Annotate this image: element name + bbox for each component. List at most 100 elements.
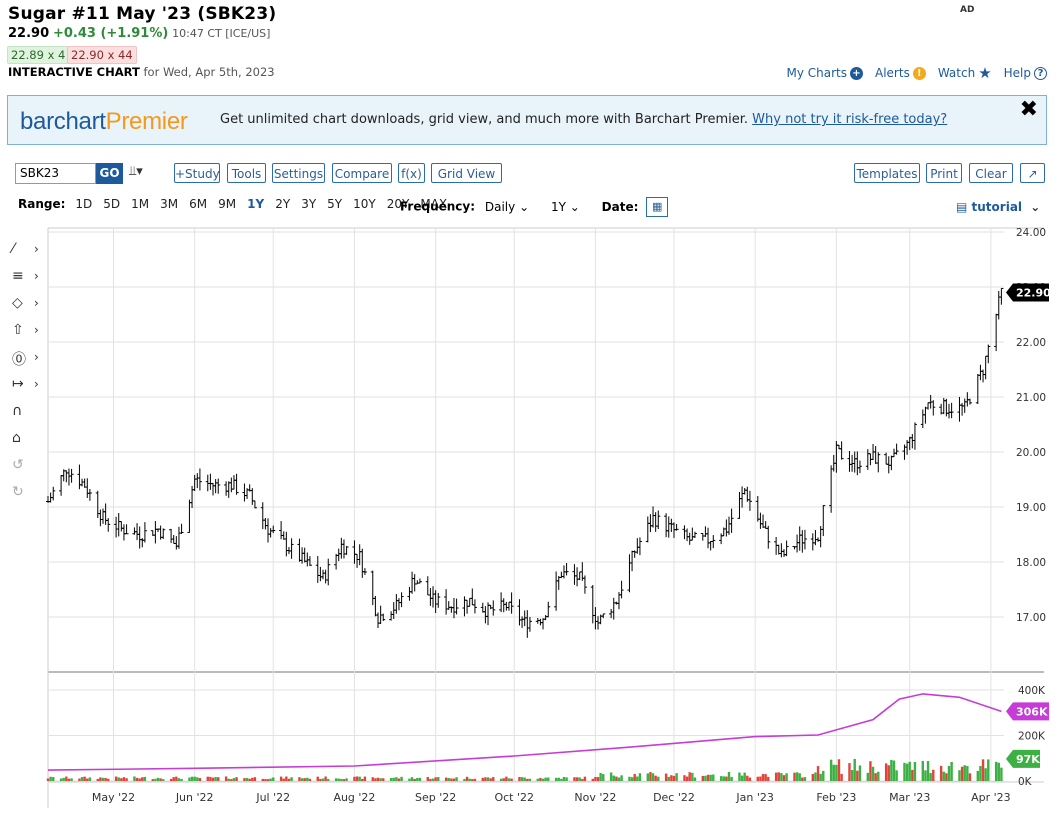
volume-bar — [874, 773, 877, 781]
annotation-tool[interactable]: ⓪ › — [10, 348, 44, 370]
volume-bar — [282, 778, 285, 781]
trendline-tool[interactable]: ⁄ › — [10, 240, 44, 262]
redo-button[interactable]: ↻ — [10, 483, 44, 505]
watch-link[interactable]: Watch ★ — [938, 64, 992, 82]
banner-link[interactable]: Why not try it risk-free today? — [752, 112, 948, 127]
volume-label: 97K — [1016, 753, 1040, 766]
chart-heading: INTERACTIVE CHART for Wed, Apr 5th, 2023 — [8, 65, 275, 79]
volume-bar — [413, 778, 416, 781]
bar-type-icon[interactable]: ⫫▾ — [129, 164, 143, 179]
chevron-down-icon: ⌄ — [1030, 200, 1041, 214]
frequency-select[interactable]: Daily ⌄ — [485, 200, 529, 214]
symbol-input[interactable]: SBK23 — [15, 163, 96, 184]
volume-bar — [46, 778, 50, 781]
volume-bar — [507, 778, 511, 781]
redo-icon: ↻ — [12, 484, 24, 500]
grid-view-button[interactable]: Grid View — [431, 163, 502, 183]
volume-bar — [355, 776, 359, 781]
range-3m[interactable]: 3M — [160, 197, 179, 211]
volume-bar — [811, 773, 814, 781]
print-button[interactable]: Print — [926, 163, 962, 183]
volume-bar — [67, 778, 71, 781]
measure-tool[interactable]: ↦ › — [10, 375, 44, 397]
volume-bar — [232, 778, 236, 781]
tutorial-link[interactable]: ▤ tutorial ⌄ — [956, 200, 1040, 214]
banner-message: Get unlimited chart downloads, grid view… — [220, 112, 749, 127]
function-button[interactable]: f(x) — [398, 163, 425, 183]
range-10y[interactable]: 10Y — [353, 197, 376, 211]
range-9m[interactable]: 9M — [218, 197, 237, 211]
volume-bar — [62, 777, 65, 781]
fibonacci-tool[interactable]: ≡ › — [10, 267, 44, 289]
volume-bar — [300, 778, 304, 781]
quote-line: 22.90 +0.43 (+1.91%) 10:47 CT [ICE/US] — [8, 26, 270, 41]
volume-bar — [987, 759, 990, 781]
magnet-tool[interactable]: ∩ — [10, 402, 44, 424]
range-6m[interactable]: 6M — [189, 197, 208, 211]
volume-bar — [544, 777, 547, 781]
volume-bar — [709, 774, 712, 781]
volume-tag — [1006, 749, 1040, 768]
volume-bar — [780, 773, 783, 781]
range-5y[interactable]: 5Y — [327, 197, 343, 211]
volume-bar — [342, 779, 346, 781]
volume-bar — [180, 778, 183, 781]
magnet-icon: ∩ — [12, 403, 23, 419]
range-5d[interactable]: 5D — [103, 197, 121, 211]
undo-button[interactable]: ↺ — [10, 456, 44, 478]
volume-bar — [65, 776, 68, 781]
volume-bar — [905, 763, 909, 781]
range-1y[interactable]: 1Y — [247, 197, 265, 211]
range-20y[interactable]: 20Y — [386, 197, 410, 211]
volume-bar — [78, 778, 81, 781]
calendar-icon[interactable]: ▦ — [646, 197, 669, 217]
x-tick-label: Jul '22 — [255, 791, 290, 804]
volume-bar — [224, 776, 228, 781]
close-icon[interactable]: ✖ — [1019, 97, 1038, 122]
volume-bar — [636, 776, 639, 781]
help-link[interactable]: Help ? — [1004, 66, 1047, 80]
volume-bar — [489, 778, 492, 781]
volume-bar — [858, 765, 862, 781]
my-charts-label: My Charts — [786, 66, 848, 80]
help-icon: ? — [1034, 66, 1047, 80]
volume-bar — [154, 778, 157, 781]
range-1m[interactable]: 1M — [131, 197, 150, 211]
volume-bar — [950, 761, 953, 781]
templates-button[interactable]: Templates — [854, 163, 920, 183]
volume-bar — [416, 777, 419, 781]
range-max[interactable]: MAX — [420, 197, 448, 211]
lock-tool[interactable]: ⌂ — [10, 429, 44, 451]
chart-label: INTERACTIVE CHART — [8, 65, 140, 79]
volume-bar — [376, 777, 380, 781]
chevron-right-icon: › — [34, 323, 39, 337]
volume-bar — [691, 772, 694, 781]
volume-bar — [947, 765, 951, 781]
volume-bar — [664, 773, 668, 781]
arrow-tool[interactable]: ⇧ › — [10, 321, 44, 343]
volume-bar — [486, 777, 490, 781]
expand-icon[interactable]: ↗ — [1020, 163, 1045, 183]
range-2y[interactable]: 2Y — [275, 197, 291, 211]
unlock-icon: ⌂ — [12, 430, 21, 446]
tools-button[interactable]: Tools — [227, 163, 266, 183]
price-tick-label: 24.00 — [1016, 227, 1046, 239]
compare-button[interactable]: Compare — [332, 163, 392, 183]
alerts-link[interactable]: Alerts ! — [875, 66, 926, 80]
chevron-right-icon: › — [34, 350, 39, 364]
my-charts-link[interactable]: My Charts + — [786, 66, 863, 80]
volume-bar — [675, 773, 678, 781]
settings-button[interactable]: Settings — [272, 163, 325, 183]
volume-bar — [727, 771, 731, 781]
shape-tool[interactable]: ◇ › — [10, 294, 44, 316]
go-button[interactable]: GO — [96, 163, 123, 184]
period-select[interactable]: 1Y ⌄ — [551, 200, 580, 214]
volume-bar — [245, 778, 249, 781]
volume-bar — [560, 778, 563, 781]
range-3y[interactable]: 3Y — [301, 197, 317, 211]
study-button[interactable]: +Study — [174, 163, 220, 183]
range-1d[interactable]: 1D — [75, 197, 93, 211]
clear-button[interactable]: Clear — [969, 163, 1013, 183]
volume-bar — [557, 777, 560, 781]
